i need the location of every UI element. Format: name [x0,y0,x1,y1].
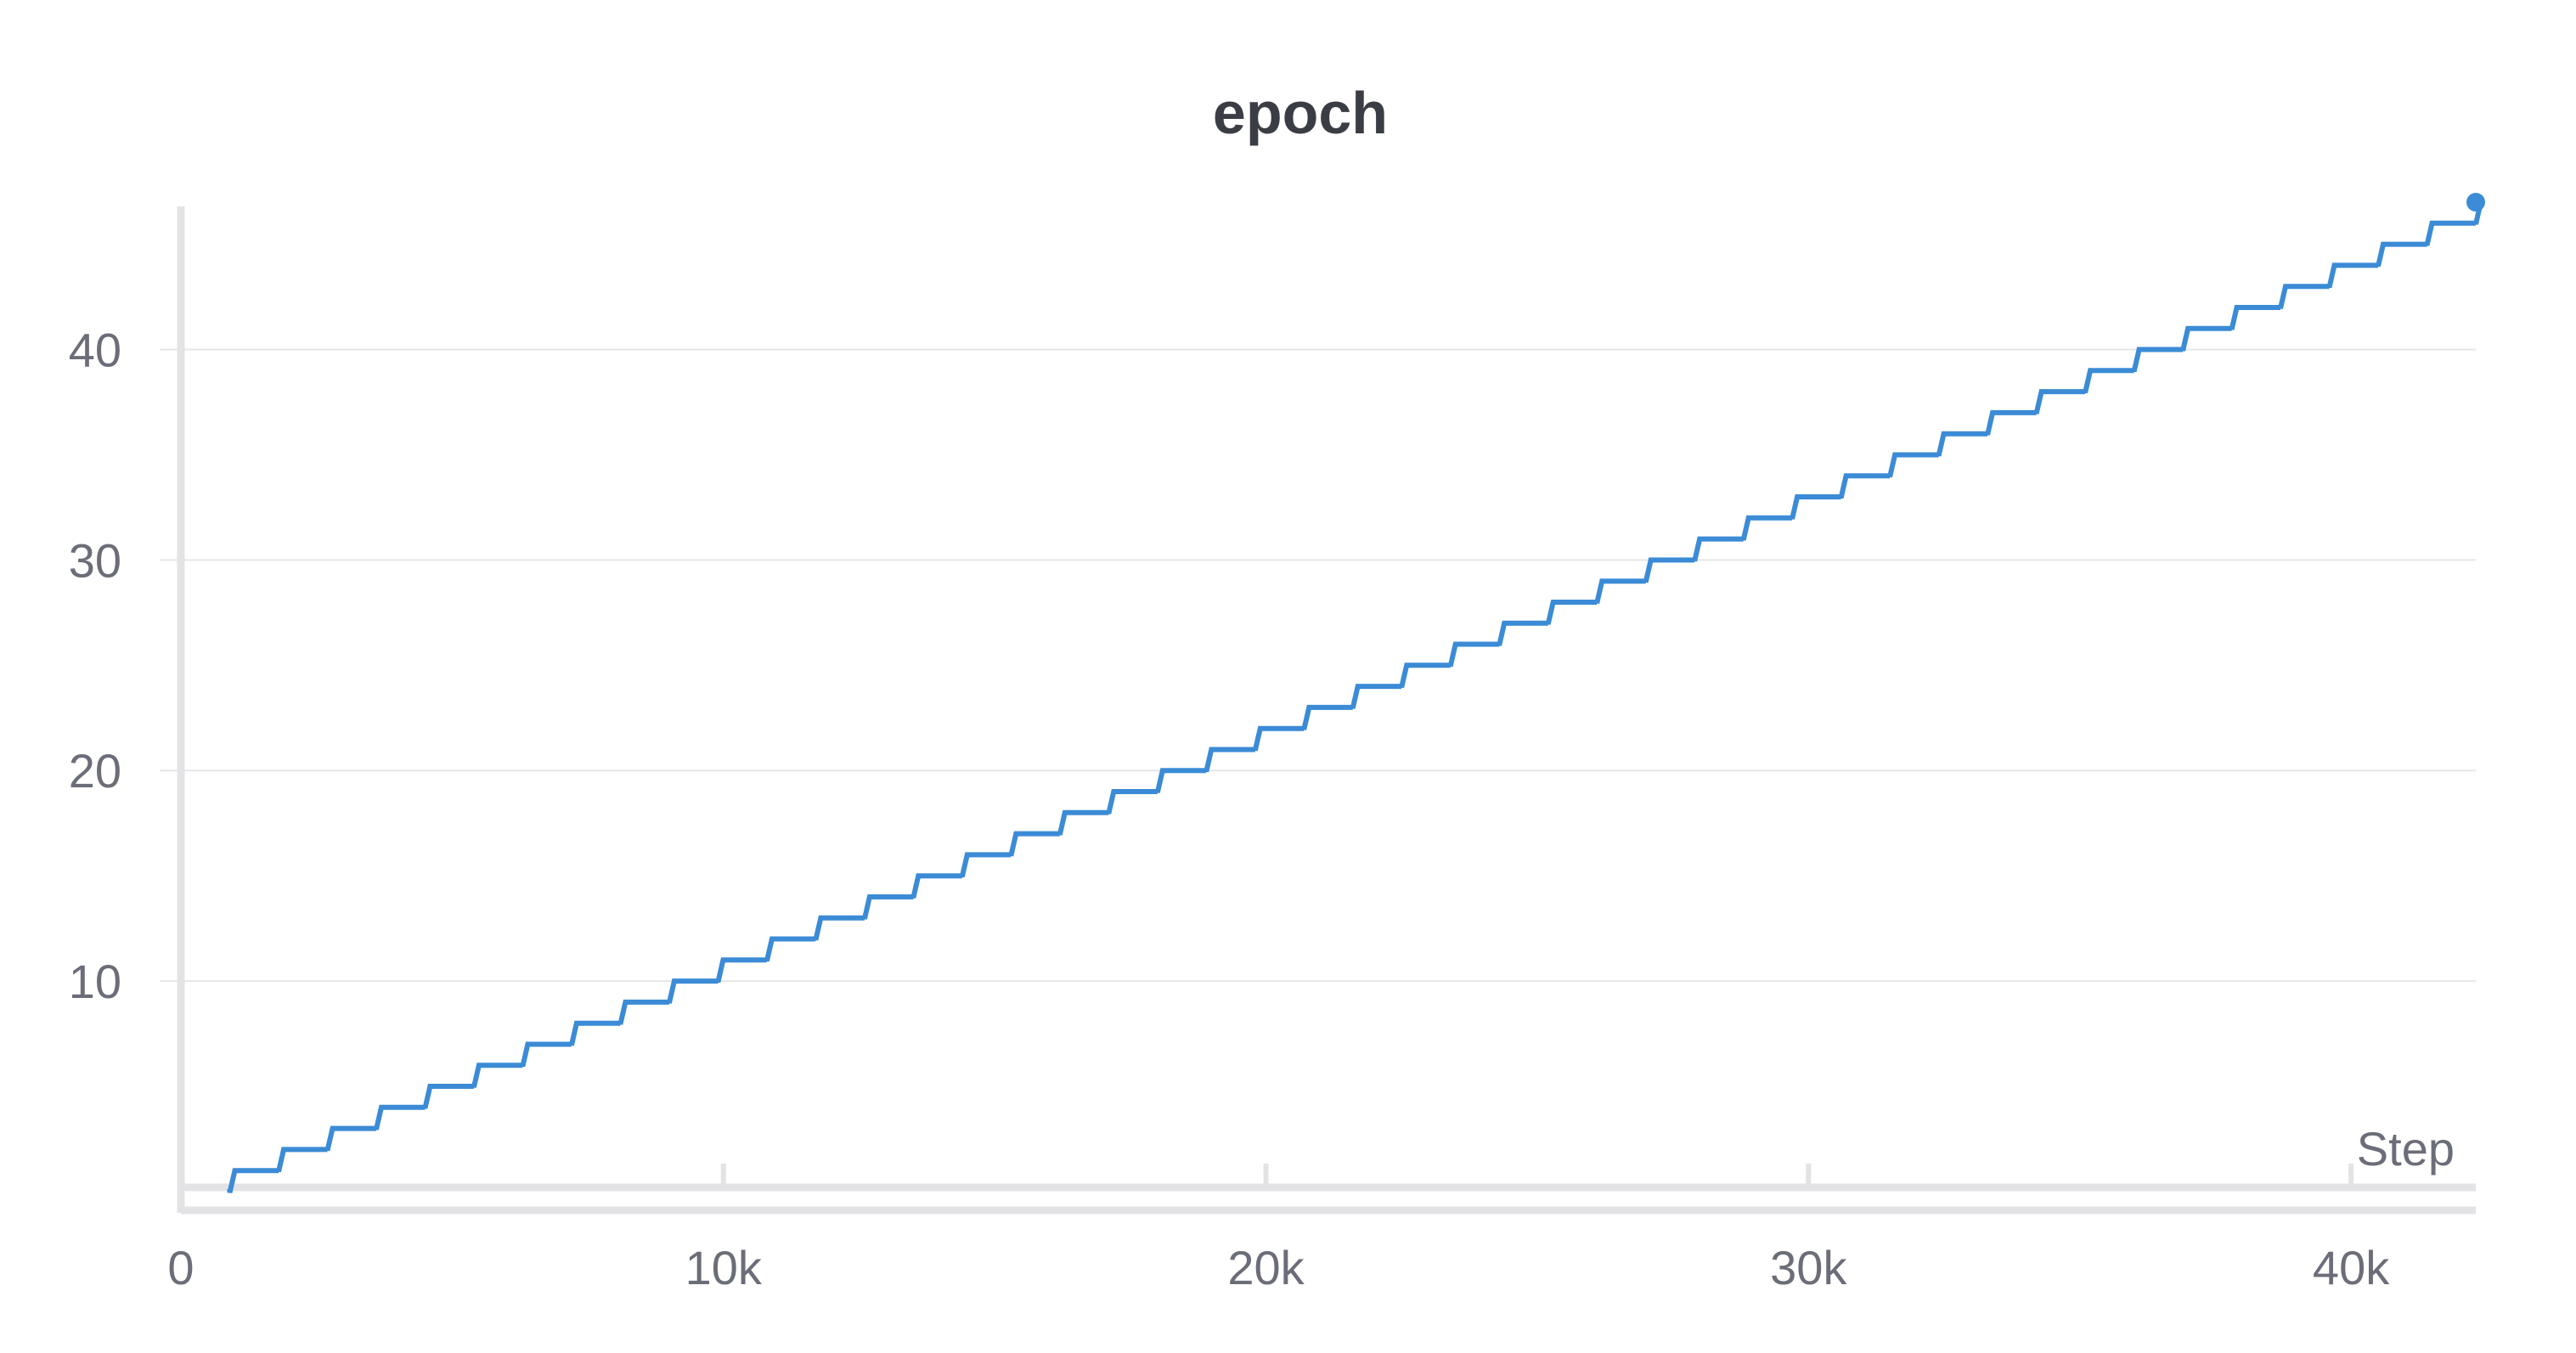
y-tick-label: 10 [69,955,121,1008]
series-endpoint-marker [2466,193,2485,212]
gridlines [160,348,2476,983]
chart-title: epoch [1213,80,1388,146]
tick-labels: 10 20 30 40 0 10k 20k 30k 40k [69,324,2391,1294]
x-tick-label: 30k [1770,1241,1847,1294]
x-axis-label: Step [2357,1122,2455,1175]
x-tick-label: 10k [685,1241,763,1294]
series-line [227,200,2484,1193]
x-tick-label: 20k [1227,1241,1305,1294]
y-tick-label: 40 [69,324,121,377]
axes [177,206,2476,1215]
y-tick-label: 30 [69,533,121,587]
y-tick-label: 20 [69,744,121,798]
x-tick-label: 40k [2313,1241,2390,1294]
x-tick-label: 0 [167,1241,194,1294]
